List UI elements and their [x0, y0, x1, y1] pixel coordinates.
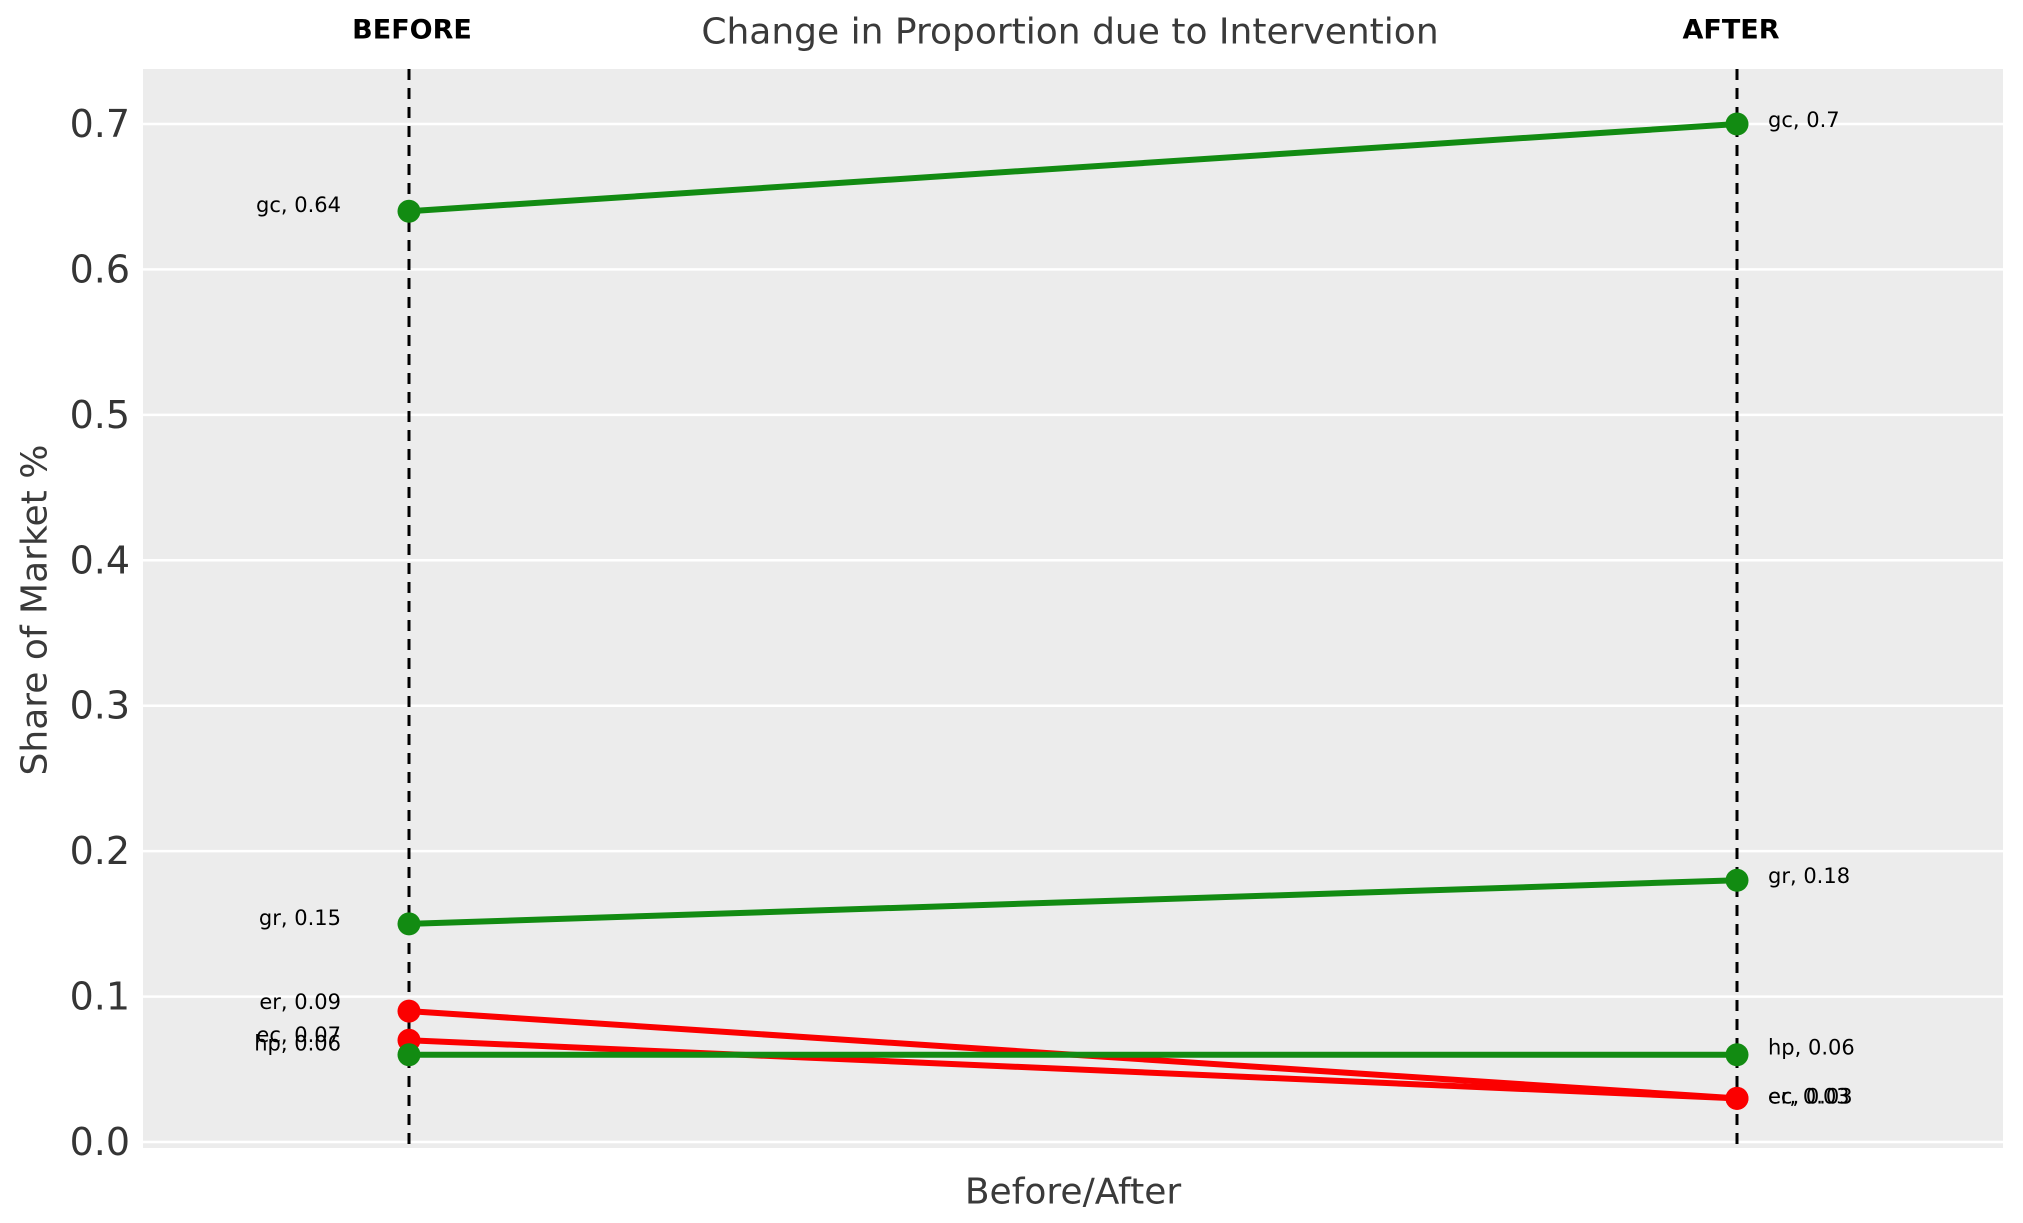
- data-labels-layer: gc, 0.64 gc, 0.7 gr, 0.15 gr, 0.18 er, 0.09 e…: [254, 108, 1855, 1108]
- data-label-hp-before: hp, 0.06: [254, 1032, 341, 1056]
- y-tick-labels-layer: 0.0 0.1 0.2 0.3 0.4 0.5 0.6 0.7: [70, 102, 130, 1164]
- y-tick-label: 0.5: [70, 393, 130, 437]
- data-label-gc-after: gc, 0.7: [1768, 108, 1840, 132]
- data-label-er-before: er, 0.09: [259, 990, 341, 1014]
- data-label-er-after: er, 0.03: [1768, 1084, 1850, 1108]
- chart-title: Change in Proportion due to Intervention: [701, 12, 1438, 53]
- after-column-label: AFTER: [1683, 15, 1780, 46]
- data-label-ec-before: ec, 0.07: [256, 1023, 341, 1047]
- y-tick-label: 0.2: [70, 829, 130, 873]
- guide-lines-layer: [407, 69, 1739, 1148]
- y-tick-label: 0.6: [70, 247, 130, 291]
- data-label-gc-before: gc, 0.64: [256, 193, 341, 217]
- x-axis-label: Before/After: [965, 1172, 1181, 1213]
- series-line-ec: [406, 1037, 1740, 1102]
- y-tick-label: 0.1: [70, 975, 130, 1019]
- data-label-hp-after: hp, 0.06: [1768, 1036, 1855, 1060]
- gridlines-layer: [143, 122, 2003, 1144]
- series-line-gr: [406, 877, 1740, 927]
- data-point-gc-after: [1725, 112, 1749, 136]
- series-layer: [397, 112, 1749, 1110]
- data-point-gr-after: [1725, 868, 1749, 892]
- before-column-label: BEFORE: [352, 15, 472, 46]
- y-tick-label: 0.0: [70, 1120, 130, 1164]
- series-line-gc: [406, 120, 1740, 215]
- data-point-er-before: [397, 999, 421, 1023]
- data-label-ec-after: ec, 0.03: [1768, 1084, 1853, 1108]
- data-point-gr-before: [397, 912, 421, 936]
- y-tick-label: 0.7: [70, 102, 130, 146]
- plot-area: [143, 69, 2003, 1148]
- data-label-gr-before: gr, 0.15: [259, 906, 341, 930]
- y-tick-label: 0.3: [70, 684, 130, 728]
- data-point-ec-after: [1725, 1086, 1749, 1110]
- data-label-gr-after: gr, 0.18: [1768, 864, 1850, 888]
- y-axis-label: Share of Market %: [15, 445, 56, 776]
- data-point-gc-before: [397, 199, 421, 223]
- data-point-hp-before: [397, 1043, 421, 1067]
- y-tick-label: 0.4: [70, 538, 130, 582]
- data-point-hp-after: [1725, 1043, 1749, 1067]
